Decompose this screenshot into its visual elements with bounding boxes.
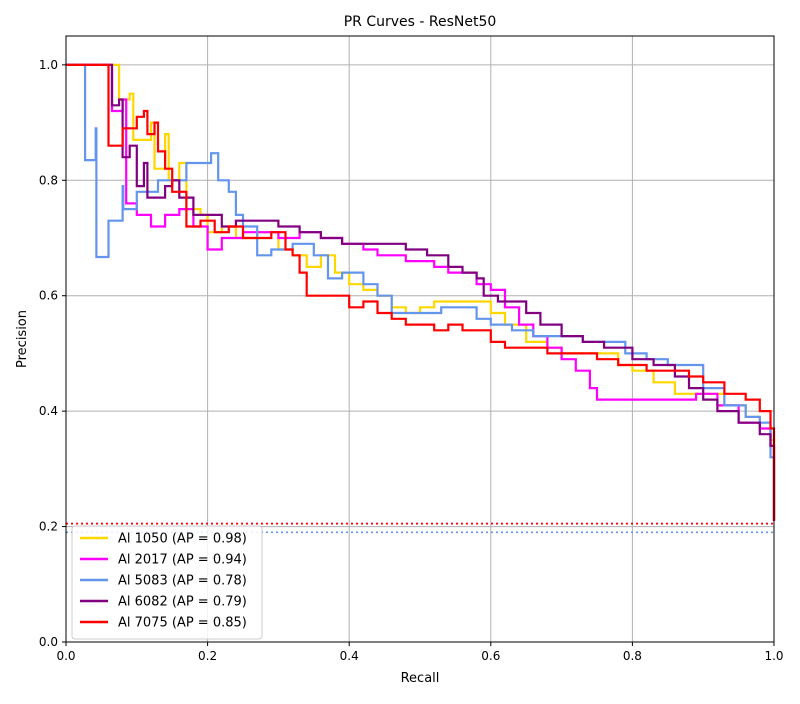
x-tick-label: 0.6 <box>481 649 500 663</box>
series-line <box>66 63 776 521</box>
x-tick-label: 0.0 <box>56 649 75 663</box>
chart-title: PR Curves - ResNet50 <box>344 14 497 30</box>
legend-label: Al 5083 (AP = 0.78) <box>118 574 247 589</box>
y-tick-label: 0.2 <box>39 520 58 534</box>
x-tick-label: 1.0 <box>764 649 783 663</box>
legend-label: Al 2017 (AP = 0.94) <box>118 553 247 568</box>
series-line <box>66 63 776 521</box>
y-tick-label: 0.8 <box>39 173 58 187</box>
legend: Al 1050 (AP = 0.98) Al 2017 (AP = 0.94) Al… <box>71 525 263 640</box>
x-axis-label: Recall <box>401 671 440 686</box>
x-tick-label: 0.8 <box>623 649 642 663</box>
plot-frame <box>65 35 775 643</box>
y-axis-label: Precision <box>15 310 30 368</box>
y-tick-label: 0.0 <box>39 635 58 649</box>
y-tick-label: 1.0 <box>39 58 58 72</box>
axis-ticks: 0.0 0.2 0.4 0.6 0.8 1.0 0.0 0.2 0.4 0.6 0.8 1.0 <box>39 58 784 663</box>
legend-box <box>71 525 263 640</box>
series-line <box>66 63 776 521</box>
series-lines <box>66 63 776 521</box>
baselines <box>66 522 774 534</box>
legend-label: Al 1050 (AP = 0.98) <box>118 532 247 547</box>
y-tick-label: 0.4 <box>39 404 58 418</box>
x-tick-label: 0.4 <box>340 649 359 663</box>
legend-label: Al 6082 (AP = 0.79) <box>118 595 247 610</box>
x-tick-label: 0.2 <box>198 649 217 663</box>
y-tick-label: 0.6 <box>39 289 58 303</box>
legend-label: Al 7075 (AP = 0.85) <box>118 616 247 631</box>
